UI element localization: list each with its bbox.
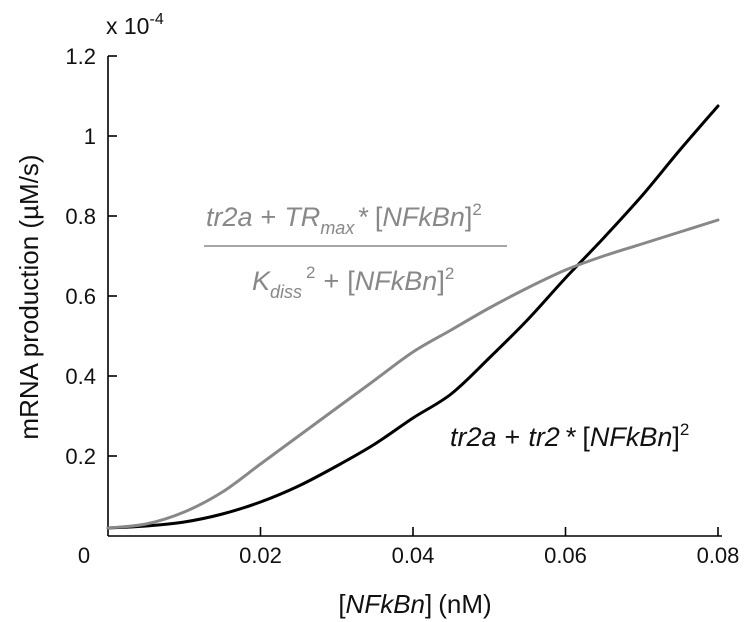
- x-tick-label: 0.02: [239, 543, 282, 568]
- x-ticks: 0 0.02 0.04 0.06 0.08: [78, 527, 740, 568]
- svg-text:tr2a+tr2*[NFkBn]2: tr2a + tr2 * [NFkBn]2: [450, 420, 689, 452]
- x-axis-title-var: NFkBn: [346, 589, 425, 619]
- exponent-label: x 10-4: [106, 11, 164, 39]
- x-tick-label: 0: [78, 543, 90, 568]
- x-tick-label: 0.08: [697, 543, 740, 568]
- exponent-power: -4: [149, 11, 163, 28]
- x-tick-label: 0.04: [392, 543, 435, 568]
- black-formula: tr2a + tr2 * [NFkBn]2: [450, 420, 689, 452]
- y-tick-label: 0.4: [65, 364, 96, 389]
- y-ticks: 0.2 0.4 0.6 0.8 1 1.2: [65, 44, 117, 469]
- series-group: [106, 104, 720, 530]
- series-line-quadratic: [106, 104, 720, 530]
- x-axis-title: [NFkBn] (nM): [338, 589, 491, 619]
- y-tick-label: 0.8: [65, 204, 96, 229]
- series-line-hill: [106, 218, 720, 530]
- svg-text:tr2a+TRmax*[NFkBn]2: tr2a + TRmax * [NFkBn]2: [206, 200, 482, 238]
- y-axis-title: mRNA production (µM/s): [14, 154, 44, 439]
- x-tick-label: 0.06: [544, 543, 587, 568]
- svg-text:Kdiss2+[NFkBn]2: Kdiss2 + [NFkBn]2: [252, 263, 454, 302]
- y-tick-label: 1.2: [65, 44, 96, 69]
- y-tick-label: 0.6: [65, 284, 96, 309]
- y-tick-label: 1: [84, 124, 96, 149]
- gray-formula: tr2a + TRmax * [NFkBn]2 Kdiss2 + [NFkBn]2: [204, 200, 507, 302]
- y-tick-label: 0.2: [65, 444, 96, 469]
